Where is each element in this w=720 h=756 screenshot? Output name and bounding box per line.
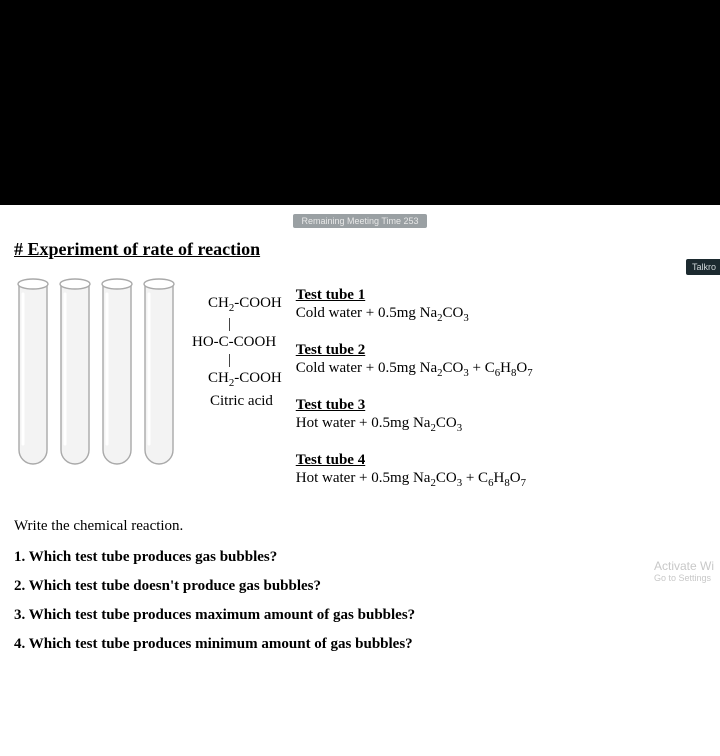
question-1: 1. Which test tube produces gas bubbles?	[14, 549, 706, 566]
test-tube-icon	[56, 276, 94, 476]
question-prompt: Write the chemical reaction.	[14, 518, 706, 535]
content-area: Talkro # Experiment of rate of reaction …	[0, 239, 720, 653]
question-2: 2. Which test tube doesn't produce gas b…	[14, 578, 706, 595]
tube-desc: Hot water + 0.5mg Na2CO3 + C6H8O7	[296, 469, 533, 490]
tube-head: Test tube 1	[296, 286, 533, 304]
test-tube-descriptions: Test tube 1Cold water + 0.5mg Na2CO3Test…	[296, 272, 533, 506]
formula-bond-1: |	[192, 315, 282, 333]
page-title: # Experiment of rate of reaction	[14, 239, 706, 260]
tube-description: Test tube 2Cold water + 0.5mg Na2CO3 + C…	[296, 341, 533, 380]
tube-head: Test tube 3	[296, 396, 533, 414]
test-tube	[56, 276, 94, 476]
tube-desc: Cold water + 0.5mg Na2CO3 + C6H8O7	[296, 359, 533, 380]
test-tube	[14, 276, 52, 476]
test-tube	[140, 276, 178, 476]
tube-head: Test tube 4	[296, 451, 533, 469]
tube-description: Test tube 3Hot water + 0.5mg Na2CO3	[296, 396, 533, 435]
citric-acid-formula: CH2-COOH | HO-C-COOH | CH2-COOH Citric a…	[192, 272, 282, 410]
formula-bond-2: |	[192, 351, 282, 369]
formula-line-3: CH2-COOH	[192, 369, 282, 390]
tube-desc: Cold water + 0.5mg Na2CO3	[296, 304, 533, 325]
top-black-bar	[0, 0, 720, 205]
tube-description: Test tube 4Hot water + 0.5mg Na2CO3 + C6…	[296, 451, 533, 490]
tube-head: Test tube 2	[296, 341, 533, 359]
formula-line-2: HO-C-COOH	[192, 333, 282, 351]
tube-desc: Hot water + 0.5mg Na2CO3	[296, 414, 533, 435]
question-4: 4. Which test tube produces minimum amou…	[14, 636, 706, 653]
watermark-line-2: Go to Settings	[654, 573, 714, 583]
test-tube-icon	[98, 276, 136, 476]
tube-description: Test tube 1Cold water + 0.5mg Na2CO3	[296, 286, 533, 325]
watermark-line-1: Activate Wi	[654, 559, 714, 573]
test-tube-icon	[140, 276, 178, 476]
test-tube-icon	[14, 276, 52, 476]
questions-block: Write the chemical reaction. 1. Which te…	[14, 518, 706, 653]
mid-row: CH2-COOH | HO-C-COOH | CH2-COOH Citric a…	[14, 272, 706, 506]
side-tag: Talkro	[686, 259, 720, 275]
formula-caption: Citric acid	[192, 390, 282, 410]
timer-badge: Remaining Meeting Time 253	[293, 214, 426, 228]
question-3: 3. Which test tube produces maximum amou…	[14, 607, 706, 624]
windows-watermark: Activate Wi Go to Settings	[654, 559, 714, 583]
badge-row: Remaining Meeting Time 253	[0, 205, 720, 231]
test-tube	[98, 276, 136, 476]
test-tubes-group	[14, 272, 178, 476]
formula-line-1: CH2-COOH	[192, 294, 282, 315]
